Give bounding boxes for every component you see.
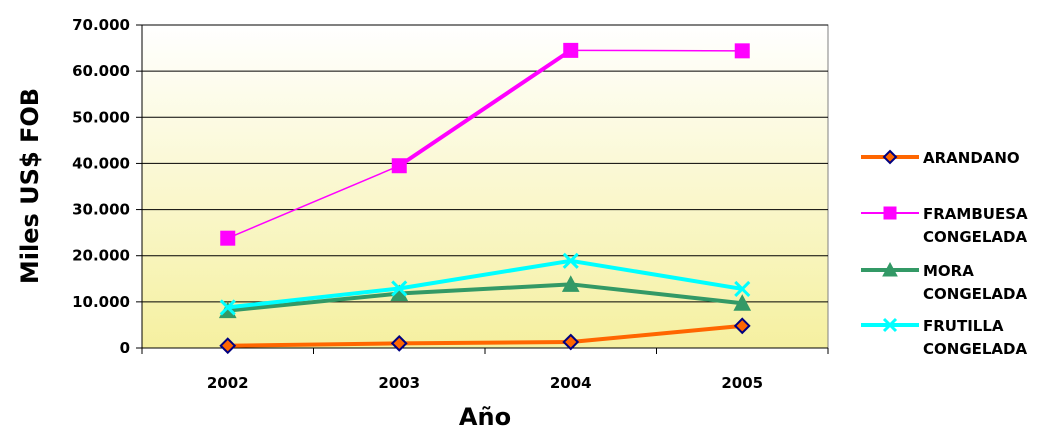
x-tick-label: 2004	[550, 374, 592, 392]
y-tick-label: 50.000	[72, 108, 130, 126]
legend-label: ARANDANO	[923, 149, 1020, 167]
series-line-segment	[568, 282, 745, 306]
data-point	[561, 275, 580, 292]
series-frutilla-congelada	[219, 252, 751, 316]
y-tick-label: 60.000	[72, 62, 130, 80]
data-point	[390, 334, 408, 352]
series-line-segment	[225, 291, 402, 313]
data-point	[734, 43, 750, 59]
series-line-segment	[568, 258, 745, 291]
series-mora-congelada	[218, 275, 752, 319]
legend: ARANDANO FRAMBUESA CONGELADA MORA CONGELADA F…	[861, 149, 1028, 358]
data-point	[882, 261, 898, 277]
series-line-segment	[568, 323, 745, 345]
series	[218, 42, 752, 355]
legend-item: MORA CONGELADA	[861, 261, 1027, 303]
legend-label: FRAMBUESA CONGELADA	[923, 205, 1028, 246]
series-line-segment	[225, 286, 402, 310]
series-line-segment	[397, 340, 573, 346]
legend-item: FRUTILLA CONGELADA	[861, 317, 1027, 358]
y-tick-labels: 0 10.000 20.000 30.000 40.000 50.000 60.000 70.…	[72, 16, 130, 357]
legend-item: FRAMBUESA CONGELADA	[861, 205, 1028, 246]
series-line-segment	[227, 164, 400, 239]
legend-label: MORA CONGELADA	[923, 262, 1027, 303]
y-tick-label: 30.000	[72, 201, 130, 219]
data-point	[882, 317, 898, 333]
x-tick-label: 2005	[721, 374, 763, 392]
x-tick-label: 2003	[378, 374, 420, 392]
data-point	[391, 158, 407, 174]
data-point	[562, 252, 579, 269]
x-tick-label: 2002	[207, 374, 249, 392]
data-point	[733, 317, 751, 335]
y-tick-label: 40.000	[72, 154, 130, 172]
data-point	[563, 42, 579, 58]
y-tick-label: 0	[120, 339, 130, 357]
data-point	[562, 333, 580, 351]
data-point	[220, 230, 236, 246]
y-tick-label: 10.000	[72, 293, 130, 311]
data-point	[391, 280, 408, 297]
data-point	[882, 149, 898, 165]
legend-item: ARANDANO	[861, 149, 1020, 167]
series-line-segment	[397, 282, 573, 296]
data-point	[219, 299, 236, 316]
x-axis-title: Año	[459, 403, 511, 431]
series-line-segment	[397, 258, 573, 291]
data-point	[733, 294, 752, 311]
axes	[136, 24, 829, 354]
y-tick-label: 20.000	[72, 247, 130, 265]
series-line-segment	[397, 48, 573, 168]
data-point	[883, 206, 897, 220]
plot-area	[141, 24, 829, 349]
data-point	[219, 337, 237, 355]
data-point	[734, 280, 751, 297]
y-axis-title: Miles US$ FOB	[16, 88, 44, 284]
x-tick-labels: 2002 2003 2004 2005	[207, 374, 763, 392]
legend-label: FRUTILLA CONGELADA	[923, 317, 1027, 358]
series-frambuesa-congelada	[220, 42, 750, 246]
series-arandano	[219, 317, 751, 355]
series-line-segment	[225, 341, 402, 348]
y-tick-label: 70.000	[72, 16, 130, 34]
